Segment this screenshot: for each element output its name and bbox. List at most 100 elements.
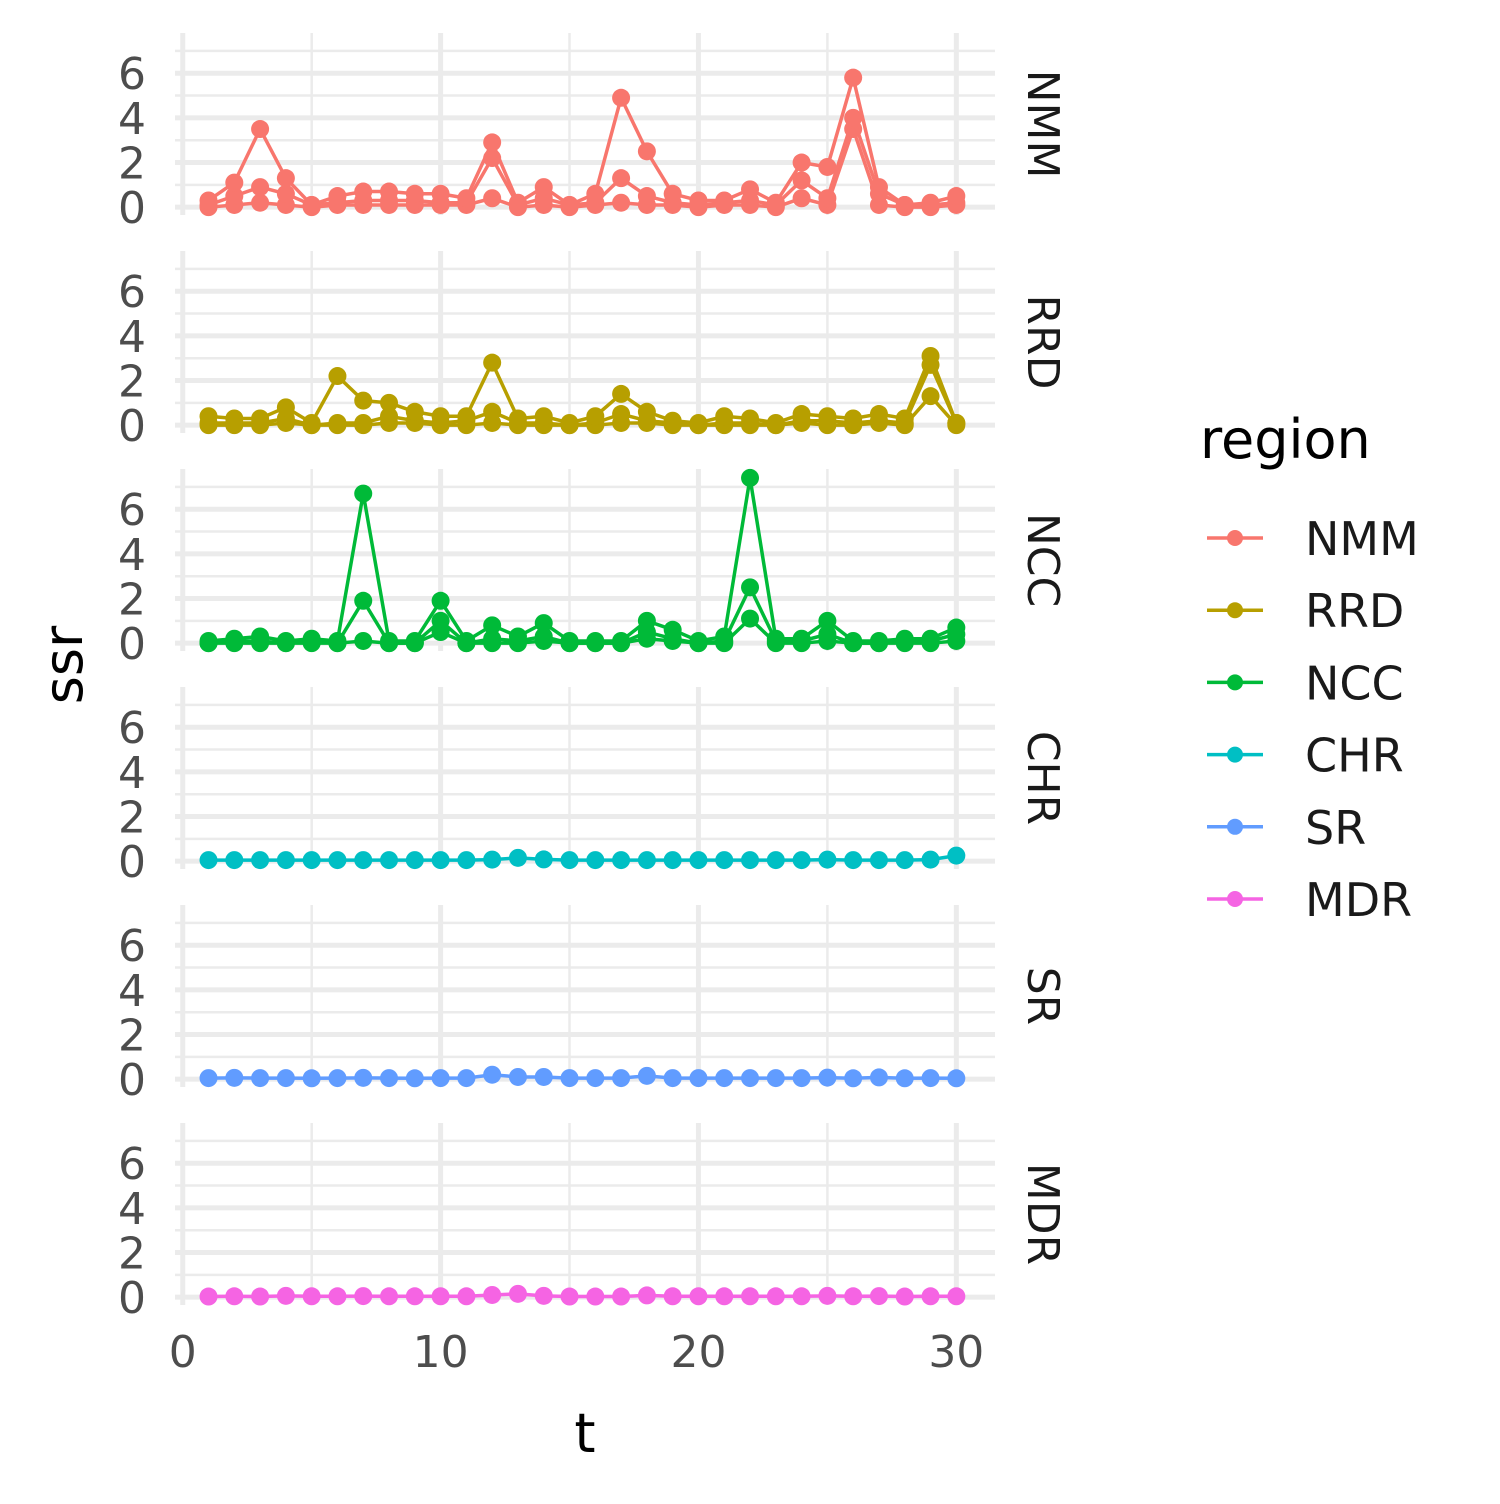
data-point-chr <box>586 851 605 870</box>
data-point-mdr <box>921 1287 940 1306</box>
data-point-nmm <box>612 193 631 212</box>
data-point-ncc <box>792 629 811 648</box>
data-point-ncc <box>483 629 502 648</box>
data-point-rrd <box>483 353 502 372</box>
data-point-nmm <box>818 189 837 208</box>
data-point-mdr <box>354 1287 373 1306</box>
data-point-nmm <box>405 184 424 203</box>
y-tick-label: 0 <box>118 401 146 452</box>
x-tick-label: 10 <box>413 1327 469 1378</box>
data-point-chr <box>457 851 476 870</box>
data-point-ncc <box>431 591 450 610</box>
data-point-mdr <box>457 1287 476 1306</box>
x-axis-title: t <box>574 1402 595 1465</box>
data-point-mdr <box>380 1287 399 1306</box>
data-point-ncc <box>895 629 914 648</box>
y-tick-label: 2 <box>118 1011 146 1062</box>
data-point-sr <box>534 1067 553 1086</box>
data-point-rrd <box>792 405 811 424</box>
data-point-nmm <box>741 180 760 199</box>
data-point-rrd <box>612 384 631 403</box>
data-point-sr <box>354 1068 373 1087</box>
data-point-nmm <box>895 195 914 214</box>
series-line-mdr <box>208 1292 957 1299</box>
data-point-nmm <box>612 88 631 107</box>
legend-item-rrd: RRD <box>1207 584 1404 638</box>
y-tick-label: 4 <box>118 1184 146 1235</box>
data-point-mdr <box>328 1287 347 1306</box>
y-tick-label: 4 <box>118 94 146 145</box>
data-point-chr <box>792 851 811 870</box>
data-point-sr <box>612 1069 631 1088</box>
data-point-chr <box>612 851 631 870</box>
data-point-ncc <box>947 618 966 637</box>
data-point-rrd <box>508 409 527 428</box>
data-point-ncc <box>405 631 424 650</box>
data-point-mdr <box>869 1287 888 1306</box>
data-point-sr <box>844 1069 863 1088</box>
data-point-nmm <box>483 189 502 208</box>
legend-item-mdr: MDR <box>1207 873 1412 927</box>
data-point-rrd <box>689 413 708 432</box>
y-tick-label: 6 <box>118 921 146 972</box>
data-point-rrd <box>225 409 244 428</box>
data-point-chr <box>844 851 863 870</box>
data-point-rrd <box>276 398 295 417</box>
data-point-ncc <box>483 616 502 635</box>
data-point-mdr <box>405 1287 424 1306</box>
legend-key-point <box>1227 602 1243 619</box>
series-line-sr <box>208 1072 957 1081</box>
data-point-nmm <box>534 178 553 197</box>
data-point-chr <box>225 851 244 870</box>
legend-key-point <box>1227 818 1243 835</box>
data-point-nmm <box>302 195 321 214</box>
data-point-chr <box>947 846 966 865</box>
y-tick-label: 2 <box>118 793 146 844</box>
data-point-mdr <box>534 1286 553 1305</box>
data-point-mdr <box>199 1287 218 1306</box>
data-point-sr <box>921 1069 940 1088</box>
data-point-ncc <box>818 625 837 644</box>
data-point-nmm <box>431 184 450 203</box>
data-point-rrd <box>921 387 940 406</box>
data-point-rrd <box>663 411 682 430</box>
data-point-ncc <box>612 631 631 650</box>
data-point-nmm <box>328 187 347 206</box>
data-point-rrd <box>431 407 450 426</box>
data-point-mdr <box>225 1287 244 1306</box>
data-point-nmm <box>689 191 708 210</box>
data-point-ncc <box>869 631 888 650</box>
data-point-nmm <box>792 171 811 190</box>
data-point-chr <box>663 851 682 870</box>
data-point-sr <box>328 1069 347 1088</box>
data-point-nmm <box>560 195 579 214</box>
data-point-rrd <box>869 405 888 424</box>
data-point-rrd <box>534 407 553 426</box>
data-point-rrd <box>251 409 270 428</box>
data-point-chr <box>328 851 347 870</box>
data-point-mdr <box>689 1287 708 1306</box>
y-tick-label: 6 <box>118 1139 146 1190</box>
data-point-rrd <box>483 402 502 421</box>
data-point-chr <box>689 851 708 870</box>
data-point-ncc <box>276 631 295 650</box>
data-point-ncc <box>251 627 270 646</box>
data-point-ncc <box>328 631 347 650</box>
data-point-ncc <box>741 468 760 487</box>
x-tick-label: 30 <box>928 1327 984 1378</box>
data-point-sr <box>818 1068 837 1087</box>
data-point-rrd <box>715 407 734 426</box>
data-point-chr <box>302 851 321 870</box>
data-point-rrd <box>818 407 837 426</box>
data-point-sr <box>586 1069 605 1088</box>
data-point-ncc <box>354 631 373 650</box>
data-point-ncc <box>844 631 863 650</box>
legend-key-point <box>1227 746 1243 763</box>
data-point-mdr <box>818 1286 837 1305</box>
data-point-chr <box>199 851 218 870</box>
data-point-nmm <box>947 187 966 206</box>
data-point-nmm <box>508 193 527 212</box>
